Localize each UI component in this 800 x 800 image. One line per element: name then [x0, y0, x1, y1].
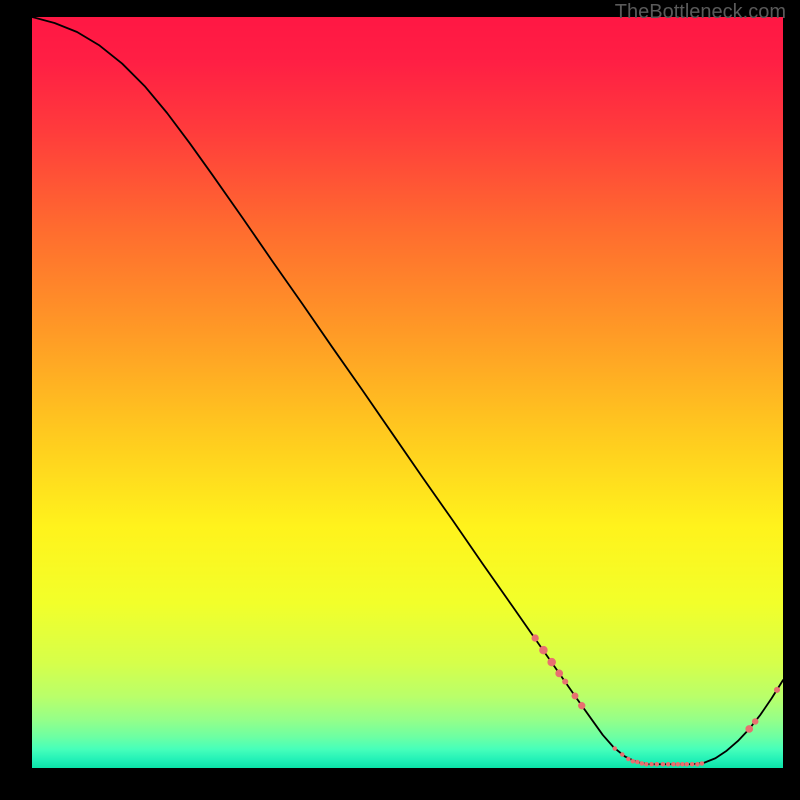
data-marker — [635, 760, 639, 764]
data-marker — [666, 762, 670, 766]
data-marker — [752, 718, 758, 724]
data-marker — [548, 658, 556, 666]
data-marker — [680, 762, 684, 766]
data-marker — [676, 762, 680, 766]
data-marker — [774, 687, 780, 693]
data-marker — [562, 679, 568, 685]
data-marker — [578, 702, 585, 709]
watermark-text: TheBottleneck.com — [615, 1, 786, 24]
chart-stage: TheBottleneck.com — [0, 0, 800, 800]
data-marker — [685, 762, 689, 766]
data-marker — [556, 670, 563, 677]
chart-svg-layer — [32, 17, 783, 768]
data-marker — [661, 762, 665, 766]
data-markers — [532, 635, 780, 767]
data-marker — [626, 757, 630, 761]
data-marker — [700, 761, 704, 765]
data-marker — [539, 646, 547, 654]
data-marker — [655, 762, 659, 766]
data-marker — [650, 762, 654, 766]
data-marker — [532, 635, 539, 642]
data-marker — [671, 762, 675, 766]
data-marker — [640, 761, 644, 765]
data-marker — [631, 759, 635, 763]
data-marker — [613, 746, 617, 750]
bottleneck-curve — [32, 17, 783, 764]
data-marker — [572, 693, 578, 699]
data-marker — [690, 762, 694, 766]
data-marker — [695, 762, 699, 766]
data-marker — [746, 725, 753, 732]
plot-area — [32, 17, 783, 768]
data-marker — [620, 752, 624, 756]
data-marker — [644, 762, 648, 766]
